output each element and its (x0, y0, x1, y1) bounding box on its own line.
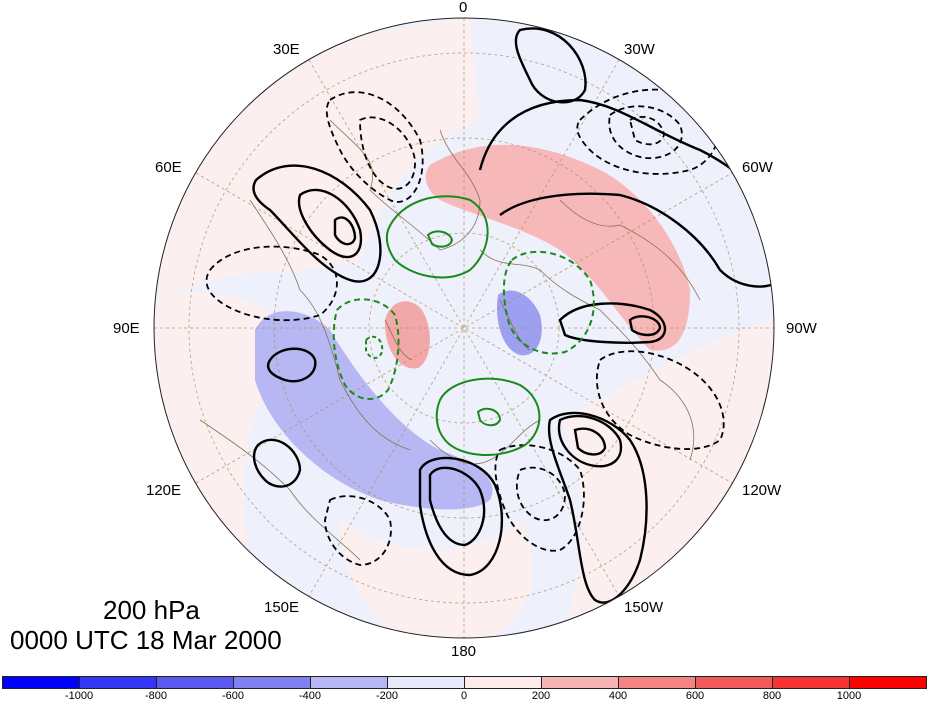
colorbar-tick-label: 800 (762, 690, 782, 702)
colorbar-tick-label: 0 (460, 690, 468, 702)
lon-label-60w: 60W (742, 159, 773, 176)
lon-label-60e: 60E (155, 159, 182, 176)
colorbar-tick-label: 400 (608, 690, 628, 702)
colorbar-swatch (772, 676, 850, 689)
colorbar-swatch (310, 676, 388, 689)
coastlines (199, 119, 701, 561)
colorbar-tick-label: -800 (144, 690, 168, 702)
colorbar-swatch (156, 676, 234, 689)
colorbar-swatch (233, 676, 311, 689)
colorbar-tick-label: -200 (375, 690, 399, 702)
colorbar-swatch (387, 676, 465, 689)
lon-label-120w: 120W (742, 482, 782, 499)
colorbar-tick-label: 200 (531, 690, 551, 702)
colorbar-swatch (849, 676, 927, 689)
lon-label-150e: 150E (264, 599, 300, 616)
colorbar-swatch (79, 676, 157, 689)
colorbar-swatch (464, 676, 542, 689)
shading-positive-patch (384, 301, 430, 369)
lon-label-30w: 30W (624, 41, 655, 58)
colorbar-swatch (695, 676, 773, 689)
shading-negative-patch (496, 290, 542, 356)
colorbar-tick-label: -1000 (64, 690, 94, 702)
lon-label-90e: 90E (113, 320, 140, 337)
colorbar-tick-label: 600 (685, 690, 705, 702)
green-contours (332, 195, 595, 456)
colorbar-tick-label: 1000 (836, 690, 862, 702)
colorbar-swatch (2, 676, 80, 689)
map-border (153, 17, 775, 639)
colorbar-tick-label: -600 (221, 690, 245, 702)
colorbar-swatch (618, 676, 696, 689)
solid-contours (252, 27, 774, 604)
lon-label-90w: 90W (786, 320, 817, 337)
colorbar-tick-label: -400 (298, 690, 322, 702)
lon-label-180: 180 (451, 643, 477, 660)
lon-label-150w: 150W (624, 599, 664, 616)
colorbar: -1000 -800 -600 -400 -200 0 200 400 600 800 1000 (0, 674, 928, 702)
lon-label-0: 0 (459, 0, 468, 16)
time-label: 0000 UTC 18 Mar 2000 (10, 625, 282, 655)
dashed-contours (205, 88, 725, 566)
shading-weak-positive (340, 520, 533, 638)
lon-label-120e: 120E (146, 482, 182, 499)
polar-map (153, 17, 775, 639)
colorbar-swatch (541, 676, 619, 689)
lon-label-30e: 30E (273, 41, 300, 58)
level-label: 200 hPa (103, 595, 200, 625)
